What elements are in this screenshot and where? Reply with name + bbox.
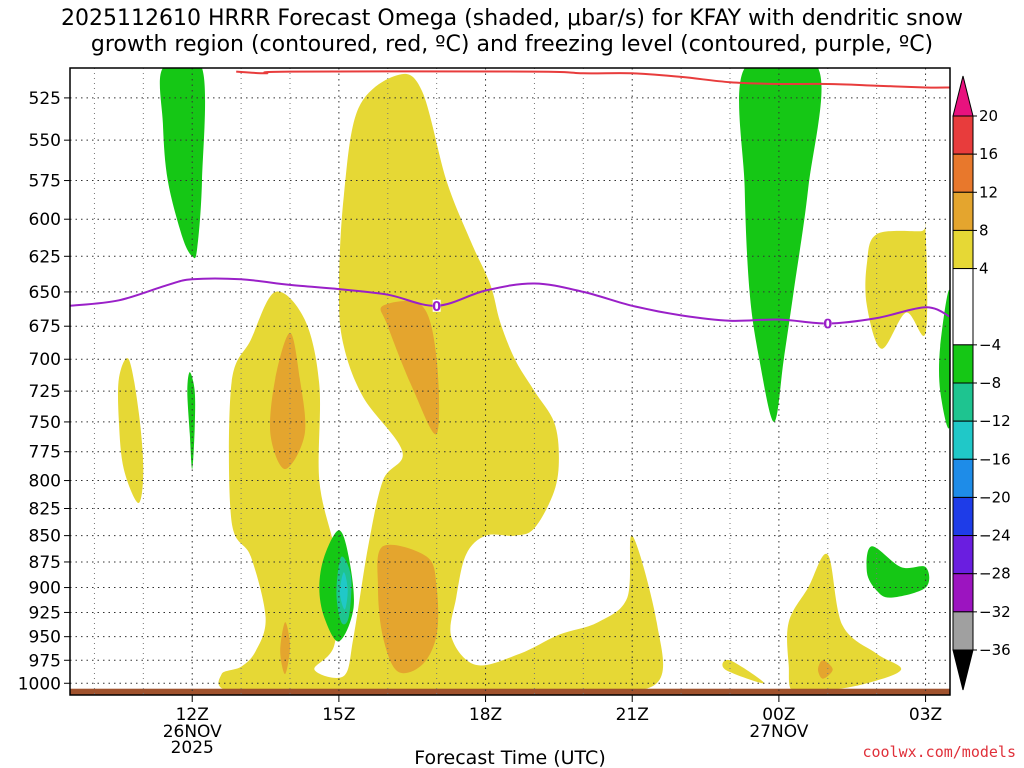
y-tick-label-625: 625 [29,247,61,267]
chart-title-line-1: 2025112610 HRRR Forecast Omega (shaded, … [60,6,964,31]
colorbar-label--36: −36 [979,641,1011,659]
colorbar-band--28 [952,535,974,575]
omega-region-7 [377,544,439,674]
y-tick-label-675: 675 [29,317,61,337]
y-tick-label-525: 525 [29,89,61,109]
x-tick-label-03Z: 03Z [909,705,942,725]
colorbar-band--36 [952,611,974,651]
colorbar-label--32: −32 [979,603,1011,621]
omega-shaded-regions [117,68,950,695]
omega-colorbar: 20 16 12 8 4 −4 −8 −12 −16 −20 −24 −28 −32 −36 [952,75,1011,691]
y-tick-label-600: 600 [29,210,61,230]
colorbar-band-4 [952,229,974,270]
chart-title-line-2: growth region (contoured, red, ºC) and f… [90,32,934,57]
x-tick-sublabel-2025: 2025 [171,738,214,758]
y-tick-label-725: 725 [29,382,61,402]
colorbar-label--12: −12 [979,412,1011,430]
colorbar-label-4: 4 [979,260,989,278]
y-tick-label-975: 975 [29,651,61,671]
freezing-contour-label-1: 0 [823,318,832,333]
credit-link[interactable]: coolwx.com/models [862,743,1016,761]
colorbar-label-16: 16 [979,145,998,163]
colorbar-band--12 [952,382,974,422]
colorbar-band-20 [952,75,974,117]
omega-region-15 [866,546,930,598]
colorbar-band--20 [952,458,974,498]
x-tick-label-21Z: 21Z [616,705,649,725]
colorbar-label--8: −8 [979,374,1001,392]
omega-region-5 [380,300,440,435]
y-tick-label-550: 550 [29,131,61,151]
plot-border [69,67,951,696]
x-tick-sublabel-26NOV: 26NOV [163,722,222,742]
omega-region-0 [218,73,664,693]
omega-region-11 [187,372,196,470]
freezing-level-contour-line [70,277,950,325]
omega-region-6 [269,332,306,470]
y-tick-label-875: 875 [29,553,61,573]
colorbar-band--40 [952,649,974,691]
colorbar-band--4 [952,268,974,346]
omega-region-12 [739,68,822,422]
colorbar-band--32 [952,573,974,613]
dotted-grid [70,68,950,695]
freezing-label-bg-0 [432,299,441,312]
colorbar-label--16: −16 [979,450,1011,468]
surface-terrain-band [70,688,950,695]
y-tick-label-950: 950 [29,628,61,648]
omega-region-10 [159,68,206,259]
colorbar-label--24: −24 [979,527,1011,545]
omega-region-8 [280,622,290,675]
colorbar-band--16 [952,420,974,460]
colorbar-band-12 [952,153,974,193]
colorbar-band-16 [952,115,974,155]
omega-region-17 [339,572,348,610]
x-tick-label-12Z: 12Z [176,705,209,725]
omega-region-2 [722,659,765,684]
y-tick-label-775: 775 [29,443,61,463]
colorbar-band-8 [952,191,974,231]
y-tick-label-925: 925 [29,603,61,623]
colorbar-label-8: 8 [979,221,989,239]
omega-region-1 [117,358,144,503]
colorbar-label--20: −20 [979,488,1011,506]
colorbar-label-12: 12 [979,183,998,201]
pressure-axis: 525 550 575 600 625 650 675 700 725 750 775 800 825 8… [18,89,70,694]
contour-lines: 00 [70,70,950,333]
dgz-contour-line [236,70,950,89]
colorbar-band--8 [952,344,974,384]
freezing-label-bg-1 [823,317,832,330]
y-tick-label-700: 700 [29,350,61,370]
y-tick-label-900: 900 [29,579,61,599]
freezing-contour-label-0: 0 [432,300,441,315]
colorbar-label-20: 20 [979,107,998,125]
x-axis-label: Forecast Time (UTC) [414,747,605,768]
colorbar-band--24 [952,496,974,537]
y-tick-label-650: 650 [29,283,61,303]
colorbar-label--4: −4 [979,336,1001,354]
plot-frame [69,67,951,696]
x-tick-label-15Z: 15Z [322,705,355,725]
y-tick-label-750: 750 [29,413,61,433]
x-tick-sublabel-27NOV: 27NOV [749,722,808,742]
y-tick-label-850: 850 [29,527,61,547]
terrain-band [70,688,950,695]
y-tick-label-800: 800 [29,472,61,492]
x-tick-label-18Z: 18Z [469,705,502,725]
y-tick-label-825: 825 [29,500,61,520]
omega-region-3 [787,553,902,695]
y-tick-label-1000: 1000 [18,674,61,694]
y-tick-label-575: 575 [29,172,61,192]
omega-region-9 [818,660,833,679]
x-tick-label-00Z: 00Z [762,705,795,725]
colorbar-label--28: −28 [979,565,1011,583]
